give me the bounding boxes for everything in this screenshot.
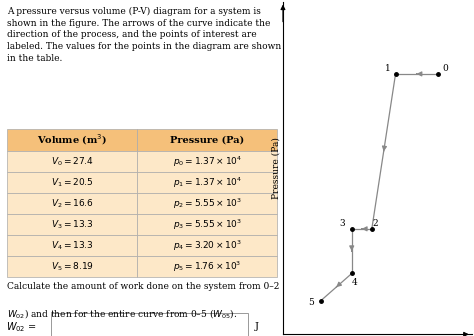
Text: Calculate the amount of work done on the system from 0–2 (: Calculate the amount of work done on the… xyxy=(8,282,286,291)
Text: $V_3 = 13.3$: $V_3 = 13.3$ xyxy=(51,218,94,231)
Bar xyxy=(137,235,277,256)
Text: $W_{02}$ =: $W_{02}$ = xyxy=(6,320,37,334)
Bar xyxy=(8,172,137,193)
Text: $p_1 = 1.37 \times 10^4$: $p_1 = 1.37 \times 10^4$ xyxy=(173,176,242,190)
Text: $V_5 = 8.19$: $V_5 = 8.19$ xyxy=(51,260,94,273)
Text: 0: 0 xyxy=(442,64,448,73)
Bar xyxy=(137,172,277,193)
Text: $V_1 = 20.5$: $V_1 = 20.5$ xyxy=(51,176,94,189)
Bar xyxy=(137,193,277,214)
Text: Pressure (Pa): Pressure (Pa) xyxy=(170,135,244,144)
Text: Volume (m$^3$): Volume (m$^3$) xyxy=(37,133,108,148)
Text: $V_0 = 27.4$: $V_0 = 27.4$ xyxy=(51,156,94,168)
Bar xyxy=(51,313,248,336)
Text: 3: 3 xyxy=(340,219,346,227)
Y-axis label: Pressure (Pa): Pressure (Pa) xyxy=(271,137,280,199)
Bar xyxy=(8,193,137,214)
Text: $p_4 = 3.20 \times 10^3$: $p_4 = 3.20 \times 10^3$ xyxy=(173,239,242,253)
Bar xyxy=(8,214,137,235)
Text: J: J xyxy=(255,322,259,331)
Text: $p_5 = 1.76 \times 10^3$: $p_5 = 1.76 \times 10^3$ xyxy=(173,259,241,274)
Text: $p_2 = 5.55 \times 10^3$: $p_2 = 5.55 \times 10^3$ xyxy=(173,197,242,211)
Bar xyxy=(8,235,137,256)
Bar xyxy=(137,151,277,172)
Text: 1: 1 xyxy=(385,64,391,73)
Bar xyxy=(137,214,277,235)
Text: 5: 5 xyxy=(309,298,314,307)
Text: $W_{02}$) and then for the entire curve from 0–5 ($W_{05}$).: $W_{02}$) and then for the entire curve … xyxy=(8,307,237,320)
Bar xyxy=(137,256,277,277)
Text: $p_3 = 5.55 \times 10^3$: $p_3 = 5.55 \times 10^3$ xyxy=(173,217,242,232)
Text: A pressure versus volume (P-V) diagram for a system is
shown in the figure. The : A pressure versus volume (P-V) diagram f… xyxy=(8,7,282,63)
Text: $V_2 = 16.6$: $V_2 = 16.6$ xyxy=(51,198,94,210)
Bar xyxy=(137,129,277,151)
Text: $p_0 = 1.37 \times 10^4$: $p_0 = 1.37 \times 10^4$ xyxy=(173,155,242,169)
Bar xyxy=(8,256,137,277)
Bar xyxy=(8,129,137,151)
Text: $V_4 = 13.3$: $V_4 = 13.3$ xyxy=(51,240,94,252)
Bar xyxy=(8,151,137,172)
Text: 4: 4 xyxy=(352,278,358,287)
Text: 2: 2 xyxy=(372,219,378,227)
